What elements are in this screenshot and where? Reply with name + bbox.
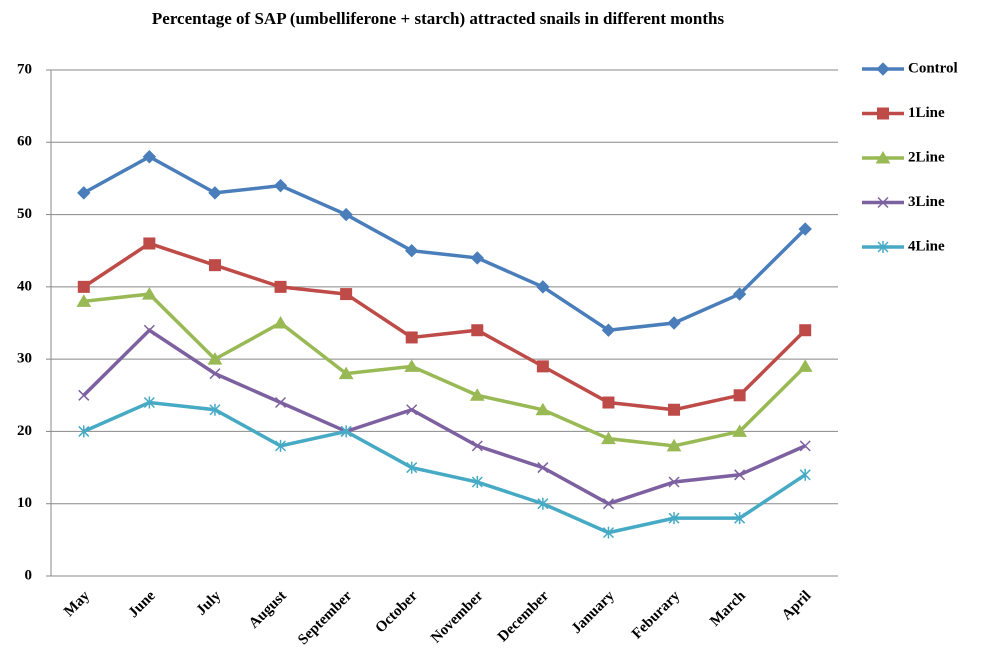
marker xyxy=(602,498,614,510)
marker xyxy=(668,476,680,488)
marker xyxy=(537,497,549,510)
marker xyxy=(666,438,682,452)
marker xyxy=(471,440,483,452)
marker xyxy=(535,402,551,416)
marker xyxy=(877,196,889,209)
x-tick-label: December xyxy=(495,588,552,645)
marker xyxy=(275,439,287,452)
marker xyxy=(78,389,90,401)
marker xyxy=(273,178,288,193)
marker xyxy=(274,280,287,293)
series-line xyxy=(83,292,807,448)
marker xyxy=(734,469,746,481)
y-tick-label: 50 xyxy=(17,206,32,222)
marker xyxy=(340,288,353,301)
marker xyxy=(405,331,418,344)
marker xyxy=(207,352,223,365)
marker xyxy=(142,150,157,164)
marker xyxy=(875,151,891,164)
marker xyxy=(799,468,811,481)
marker xyxy=(470,251,484,265)
x-tick-label: August xyxy=(246,588,290,632)
marker xyxy=(208,259,221,272)
series-line xyxy=(82,241,807,412)
marker xyxy=(406,404,418,416)
marker xyxy=(143,396,155,409)
x-tick-label: June xyxy=(126,588,159,621)
marker xyxy=(77,186,91,200)
marker xyxy=(273,316,288,329)
marker xyxy=(536,360,549,373)
legend-label: 3Line xyxy=(908,194,945,210)
marker xyxy=(602,526,614,539)
marker xyxy=(734,512,746,525)
series-line xyxy=(82,327,806,506)
series-line xyxy=(82,154,807,333)
marker xyxy=(340,425,352,438)
x-tick-label: April xyxy=(779,588,814,623)
marker xyxy=(602,396,615,409)
marker xyxy=(797,359,813,372)
x-tick-label: March xyxy=(707,587,749,629)
marker xyxy=(798,222,812,236)
y-tick-label: 10 xyxy=(17,495,32,511)
marker xyxy=(733,389,746,402)
marker xyxy=(799,440,811,452)
marker xyxy=(799,324,812,337)
marker xyxy=(471,324,484,337)
y-tick-label: 30 xyxy=(17,351,32,367)
marker xyxy=(877,107,889,120)
marker xyxy=(77,280,90,293)
marker xyxy=(601,323,616,337)
marker xyxy=(404,359,420,372)
marker xyxy=(209,368,221,380)
marker xyxy=(537,462,549,474)
marker xyxy=(876,62,890,76)
y-tick-label: 40 xyxy=(17,278,32,294)
x-tick-label: July xyxy=(193,588,224,619)
marker xyxy=(668,403,681,416)
chart-title: Percentage of SAP (umbelliferone + starc… xyxy=(152,9,725,28)
legend-label: 1Line xyxy=(908,105,945,121)
x-tick-label: January xyxy=(569,588,618,637)
y-tick-label: 0 xyxy=(25,567,33,583)
marker xyxy=(406,461,418,474)
marker xyxy=(732,287,747,301)
marker xyxy=(405,244,419,258)
y-tick-label: 70 xyxy=(17,61,32,77)
marker xyxy=(143,237,156,250)
marker xyxy=(469,388,485,401)
marker xyxy=(668,512,680,525)
x-tick-label: October xyxy=(373,588,422,637)
marker xyxy=(141,287,157,300)
marker xyxy=(471,476,483,489)
marker xyxy=(536,280,550,294)
marker xyxy=(732,424,748,437)
x-tick-label: Feburary xyxy=(629,588,684,643)
y-tick-label: 60 xyxy=(17,134,32,150)
marker xyxy=(209,403,221,416)
marker xyxy=(877,241,889,253)
marker xyxy=(76,294,92,307)
marker xyxy=(143,324,155,336)
marker xyxy=(208,186,222,200)
marker xyxy=(339,207,353,222)
y-tick-label: 20 xyxy=(17,423,32,439)
legend-label: 2Line xyxy=(908,149,945,165)
x-tick-label: September xyxy=(295,588,355,648)
marker xyxy=(78,425,90,438)
x-tick-label: November xyxy=(428,588,487,647)
legend-label: Control xyxy=(908,60,958,76)
marker xyxy=(667,316,681,330)
legend-label: 4Line xyxy=(908,238,945,254)
x-tick-label: May xyxy=(61,588,93,620)
marker xyxy=(338,366,354,380)
marker xyxy=(275,396,287,409)
series-line xyxy=(83,400,807,535)
marker xyxy=(601,431,616,445)
